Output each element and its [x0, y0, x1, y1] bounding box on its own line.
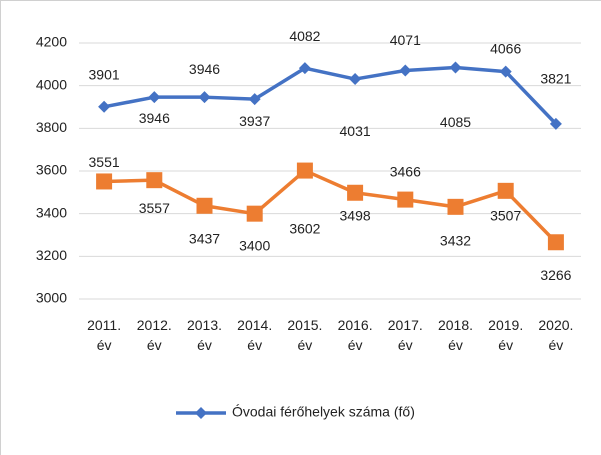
- x-tick-label-line: év: [498, 337, 513, 353]
- data-label: 3266: [540, 267, 571, 283]
- data-label: 3551: [89, 154, 120, 170]
- x-tick-label: 2013. év: [187, 317, 222, 353]
- x-tick-label-line: év: [549, 337, 564, 353]
- x-tick-label-line: 2013.: [187, 317, 222, 333]
- marker: [449, 61, 462, 74]
- series-line: [103, 65, 558, 126]
- x-tick-label-line: év: [247, 337, 262, 353]
- legend-label: Óvodai férőhelyek száma (fő): [232, 404, 415, 420]
- marker: [296, 162, 313, 179]
- x-tick-label: 2016. év: [338, 317, 373, 353]
- marker: [499, 65, 512, 78]
- y-tick-label: 3200: [36, 247, 67, 263]
- marker: [98, 100, 111, 113]
- x-tick-label-line: 2020.: [538, 317, 573, 333]
- y-tick-label: 3800: [36, 119, 67, 135]
- data-label: 3901: [89, 66, 120, 82]
- x-tick-label: 2018. év: [438, 317, 473, 353]
- data-label: 3507: [490, 208, 521, 224]
- data-label: 3946: [139, 110, 170, 126]
- x-tick-label: 2015. év: [287, 317, 322, 353]
- marker: [547, 234, 564, 251]
- data-label: 3937: [239, 113, 270, 129]
- marker: [397, 191, 414, 208]
- x-tick-label: 2019. év: [488, 317, 523, 353]
- data-label: 4031: [340, 123, 371, 139]
- data-label: 4066: [490, 40, 521, 56]
- marker: [347, 184, 364, 201]
- data-label: 3602: [289, 220, 320, 236]
- data-label: 4071: [390, 32, 421, 48]
- x-tick-label-line: év: [298, 337, 313, 353]
- x-tick-label: 2011. év: [87, 317, 121, 353]
- x-tick-label-line: 2018.: [438, 317, 473, 333]
- marker: [549, 117, 562, 130]
- marker: [196, 197, 213, 214]
- marker: [146, 172, 163, 189]
- marker: [349, 73, 362, 86]
- x-tick-label-line: év: [348, 337, 363, 353]
- marker: [96, 173, 113, 190]
- marker: [447, 198, 464, 215]
- x-tick-label-line: 2015.: [287, 317, 322, 333]
- x-tick-label-line: 2016.: [338, 317, 373, 333]
- data-label: 3946: [189, 61, 220, 77]
- marker: [497, 182, 514, 199]
- marker: [298, 62, 311, 75]
- legend-marker: [195, 407, 207, 419]
- marker: [198, 91, 211, 104]
- y-tick-label: 4000: [36, 76, 67, 92]
- x-tick-label: 2017. év: [388, 317, 423, 353]
- x-tick-label-line: 2017.: [388, 317, 423, 333]
- y-tick-label: 4200: [36, 34, 67, 50]
- marker: [399, 64, 412, 77]
- x-tick-label-line: év: [448, 337, 463, 353]
- x-tick-label-line: év: [97, 337, 112, 353]
- x-tick-label-line: év: [197, 337, 212, 353]
- data-label: 3466: [390, 163, 421, 179]
- marker: [246, 205, 263, 222]
- x-tick-label-line: 2014.: [237, 317, 272, 333]
- marker: [248, 93, 261, 106]
- x-tick-label-line: 2012.: [137, 317, 172, 333]
- y-tick-label: 3600: [36, 162, 67, 178]
- data-label: 3437: [189, 230, 220, 246]
- marker: [148, 91, 161, 104]
- x-tick-label-line: év: [398, 337, 413, 353]
- y-tick-label: 3000: [36, 290, 67, 306]
- x-tick-label-line: év: [147, 337, 162, 353]
- data-label: 3432: [440, 233, 471, 249]
- data-label: 3821: [540, 71, 571, 87]
- x-tick-label-line: 2011.: [87, 317, 121, 333]
- data-label: 4085: [440, 114, 471, 130]
- series-line: [104, 168, 558, 244]
- data-label: 3557: [139, 200, 170, 216]
- x-tick-label: 2020. év: [538, 317, 573, 353]
- x-tick-label: 2014. év: [237, 317, 272, 353]
- x-tick-label-line: 2019.: [488, 317, 523, 333]
- y-tick-label: 3400: [36, 204, 67, 220]
- x-tick-label: 2012. év: [137, 317, 172, 353]
- data-label: 3400: [239, 237, 270, 253]
- data-label: 3498: [340, 207, 371, 223]
- data-label: 4082: [289, 28, 320, 44]
